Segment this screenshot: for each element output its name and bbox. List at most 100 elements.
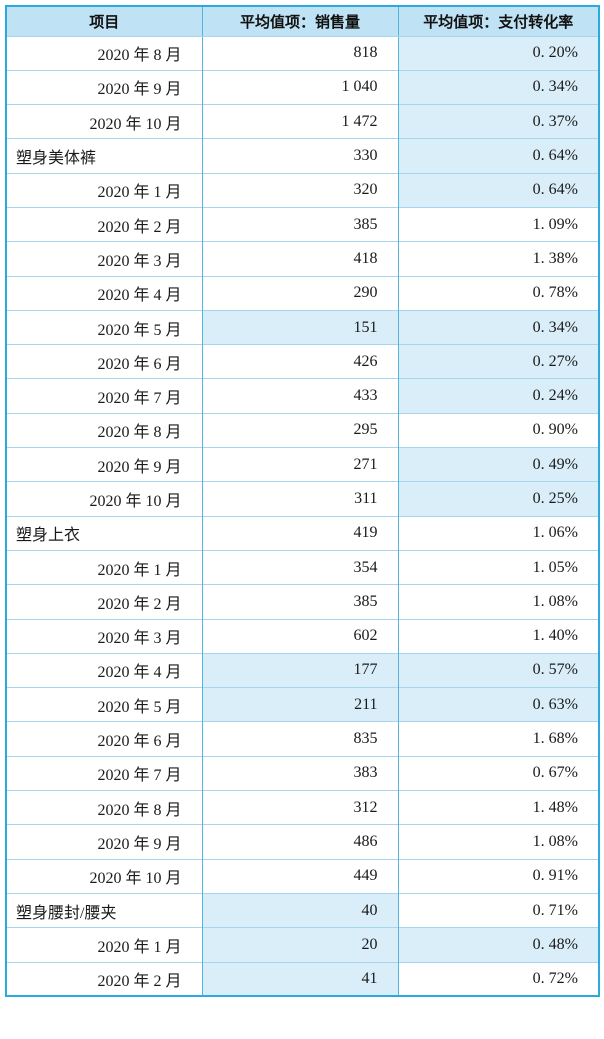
sales-cell: 835	[201, 721, 398, 757]
item-month-cell: 2020 年 10 月	[6, 858, 202, 894]
column-header-conversion: 平均值项：支付转化率	[397, 6, 599, 37]
sales-cell: 383	[201, 755, 398, 791]
item-month-cell: 2020 年 1 月	[6, 549, 202, 585]
column-header-sales: 平均值项：销售量	[201, 6, 398, 37]
column-header-item: 项目	[6, 6, 202, 37]
table-row: 2020 年 2 月 385 1. 08%	[6, 584, 599, 620]
item-group-cell: 塑身腰封/腰夹	[6, 892, 202, 928]
table-row-group: 塑身美体裤 330 0. 64%	[6, 138, 599, 174]
table-row: 2020 年 9 月 271 0. 49%	[6, 447, 599, 482]
table-row: 2020 年 1 月 320 0. 64%	[6, 172, 599, 208]
sales-cell: 1 472	[201, 104, 398, 139]
table-row: 2020 年 3 月 418 1. 38%	[6, 241, 599, 277]
table-row: 2020 年 7 月 433 0. 24%	[6, 378, 599, 414]
conversion-cell: 0. 67%	[397, 755, 599, 791]
sales-cell: 354	[201, 549, 398, 585]
conversion-cell: 0. 25%	[397, 481, 599, 517]
table-row: 2020 年 5 月 211 0. 63%	[6, 687, 599, 722]
item-month-cell: 2020 年 9 月	[6, 824, 202, 860]
item-month-cell: 2020 年 7 月	[6, 755, 202, 791]
conversion-cell: 0. 34%	[397, 309, 599, 345]
table-row: 2020 年 8 月 818 0. 20%	[6, 36, 599, 71]
conversion-cell: 0. 24%	[397, 378, 599, 414]
sales-cell: 211	[201, 687, 398, 722]
table-row: 2020 年 4 月 177 0. 57%	[6, 652, 599, 688]
item-month-cell: 2020 年 3 月	[6, 241, 202, 277]
conversion-cell: 1. 06%	[397, 515, 599, 551]
item-month-cell: 2020 年 10 月	[6, 104, 202, 139]
sales-cell: 271	[201, 447, 398, 482]
table-row: 2020 年 2 月 41 0. 72%	[6, 961, 599, 997]
table-row: 2020 年 8 月 312 1. 48%	[6, 790, 599, 825]
conversion-cell: 0. 63%	[397, 687, 599, 722]
document-page: 项目 平均值项：销售量 平均值项：支付转化率 2020 年 8 月 818 0. 2…	[5, 5, 600, 998]
item-month-cell: 2020 年 8 月	[6, 790, 202, 825]
conversion-cell: 1. 08%	[397, 824, 599, 860]
conversion-cell: 0. 49%	[397, 447, 599, 482]
item-month-cell: 2020 年 2 月	[6, 206, 202, 242]
table-row-group: 塑身腰封/腰夹 40 0. 71%	[6, 892, 599, 928]
item-month-cell: 2020 年 5 月	[6, 309, 202, 345]
table-row: 2020 年 3 月 602 1. 40%	[6, 618, 599, 654]
table-row: 2020 年 9 月 486 1. 08%	[6, 824, 599, 860]
item-month-cell: 2020 年 7 月	[6, 378, 202, 414]
sales-cell: 295	[201, 412, 398, 448]
item-month-cell: 2020 年 9 月	[6, 447, 202, 482]
item-month-cell: 2020 年 4 月	[6, 275, 202, 311]
sales-cell: 1 040	[201, 69, 398, 105]
table-row-group: 塑身上衣 419 1. 06%	[6, 515, 599, 551]
conversion-cell: 0. 48%	[397, 927, 599, 963]
table-row: 2020 年 5 月 151 0. 34%	[6, 309, 599, 345]
sales-cell: 41	[201, 961, 398, 997]
table-row: 2020 年 8 月 295 0. 90%	[6, 412, 599, 448]
table-row: 2020 年 1 月 20 0. 48%	[6, 927, 599, 963]
table-row: 2020 年 10 月 311 0. 25%	[6, 481, 599, 517]
item-month-cell: 2020 年 8 月	[6, 412, 202, 448]
item-month-cell: 2020 年 5 月	[6, 687, 202, 722]
conversion-cell: 0. 57%	[397, 652, 599, 688]
sales-cell: 177	[201, 652, 398, 688]
table-row: 2020 年 6 月 426 0. 27%	[6, 344, 599, 379]
conversion-cell: 0. 91%	[397, 858, 599, 894]
conversion-cell: 1. 09%	[397, 206, 599, 242]
item-month-cell: 2020 年 2 月	[6, 584, 202, 620]
conversion-cell: 1. 38%	[397, 241, 599, 277]
conversion-cell: 0. 34%	[397, 69, 599, 105]
sales-cell: 602	[201, 618, 398, 654]
item-month-cell: 2020 年 4 月	[6, 652, 202, 688]
item-month-cell: 2020 年 1 月	[6, 172, 202, 208]
item-month-cell: 2020 年 1 月	[6, 927, 202, 963]
table-row: 2020 年 7 月 383 0. 67%	[6, 755, 599, 791]
conversion-cell: 0. 72%	[397, 961, 599, 997]
sales-cell: 20	[201, 927, 398, 963]
item-month-cell: 2020 年 2 月	[6, 961, 202, 997]
conversion-cell: 0. 27%	[397, 344, 599, 379]
conversion-cell: 0. 78%	[397, 275, 599, 311]
table-row: 2020 年 2 月 385 1. 09%	[6, 206, 599, 242]
conversion-cell: 0. 37%	[397, 104, 599, 139]
sales-cell: 818	[201, 36, 398, 71]
sales-cell: 290	[201, 275, 398, 311]
item-month-cell: 2020 年 9 月	[6, 69, 202, 105]
sales-cell: 151	[201, 309, 398, 345]
table-row: 2020 年 4 月 290 0. 78%	[6, 275, 599, 311]
item-group-cell: 塑身上衣	[6, 515, 202, 551]
sales-cell: 330	[201, 138, 398, 174]
conversion-cell: 0. 64%	[397, 172, 599, 208]
table-row: 2020 年 1 月 354 1. 05%	[6, 549, 599, 585]
sales-cell: 40	[201, 892, 398, 928]
item-month-cell: 2020 年 6 月	[6, 721, 202, 757]
conversion-cell: 0. 71%	[397, 892, 599, 928]
sales-cell: 426	[201, 344, 398, 379]
pivot-table: 项目 平均值项：销售量 平均值项：支付转化率 2020 年 8 月 818 0. 2…	[5, 5, 600, 998]
item-month-cell: 2020 年 3 月	[6, 618, 202, 654]
header-row: 项目 平均值项：销售量 平均值项：支付转化率	[6, 6, 599, 37]
item-group-cell: 塑身美体裤	[6, 138, 202, 174]
sales-cell: 419	[201, 515, 398, 551]
conversion-cell: 1. 05%	[397, 549, 599, 585]
sales-cell: 486	[201, 824, 398, 860]
sales-cell: 418	[201, 241, 398, 277]
conversion-cell: 1. 68%	[397, 721, 599, 757]
